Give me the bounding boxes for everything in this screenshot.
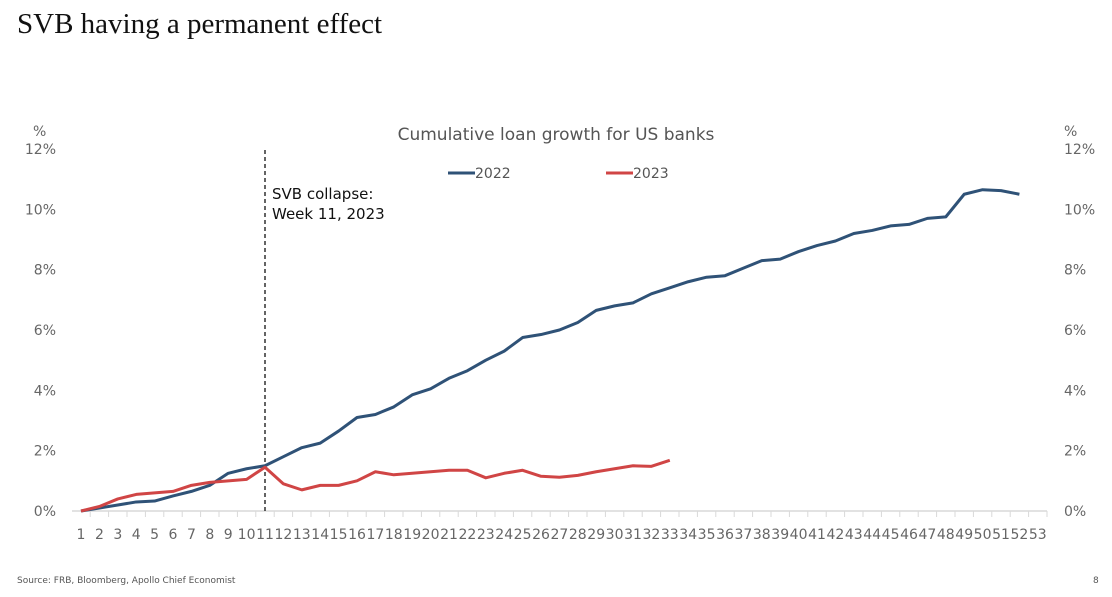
y-tick-right: 8% <box>1064 263 1086 279</box>
y-tick-left: 0% <box>34 504 56 520</box>
x-tick-label: 42 <box>826 527 844 543</box>
y-axis-label-right: % <box>1064 124 1077 140</box>
x-tick-label: 48 <box>937 527 955 543</box>
y-tick-right: 4% <box>1064 383 1086 399</box>
x-tick-label: 22 <box>458 527 476 543</box>
x-tick-label: 38 <box>753 527 771 543</box>
x-tick-label: 3 <box>113 527 122 543</box>
y-tick-left: 12% <box>25 142 56 158</box>
x-tick-label: 37 <box>734 527 752 543</box>
x-tick-label: 41 <box>808 527 826 543</box>
x-tick-label: 10 <box>238 527 256 543</box>
series-line-2022 <box>80 188 1020 513</box>
x-tick-label: 34 <box>679 527 697 543</box>
x-tick-label: 7 <box>187 527 196 543</box>
x-tick-label: 11 <box>256 527 274 543</box>
x-tick-label: 30 <box>606 527 624 543</box>
source-note: Source: FRB, Bloomberg, Apollo Chief Eco… <box>17 576 236 586</box>
x-tick-label: 51 <box>992 527 1010 543</box>
x-tick-label: 8 <box>205 527 214 543</box>
x-tick-label: 26 <box>532 527 550 543</box>
x-tick-label: 36 <box>716 527 734 543</box>
x-tick-label: 33 <box>661 527 679 543</box>
x-tick-label: 24 <box>495 527 513 543</box>
x-tick-label: 52 <box>1010 527 1028 543</box>
x-tick-label: 9 <box>224 527 233 543</box>
y-tick-right: 2% <box>1064 444 1086 460</box>
x-tick-label: 14 <box>311 527 329 543</box>
y-tick-left: 8% <box>34 263 56 279</box>
y-tick-right: 0% <box>1064 504 1086 520</box>
x-tick-label: 18 <box>385 527 403 543</box>
series-line-2023 <box>80 458 671 513</box>
legend-label-2023: 2023 <box>633 166 669 182</box>
x-tick-label: 15 <box>330 527 348 543</box>
annotation-line2: Week 11, 2023 <box>272 205 385 223</box>
x-tick-label: 5 <box>150 527 159 543</box>
x-tick-label: 53 <box>1029 527 1047 543</box>
y-tick-left: 10% <box>25 202 56 218</box>
x-tick-label: 1 <box>77 527 86 543</box>
y-tick-left: 2% <box>34 444 56 460</box>
page-title: SVB having a permanent effect <box>17 8 383 40</box>
x-tick-label: 27 <box>550 527 568 543</box>
x-tick-label: 39 <box>771 527 789 543</box>
x-tick-label: 47 <box>918 527 936 543</box>
x-tick-label: 32 <box>642 527 660 543</box>
x-tick-label: 43 <box>845 527 863 543</box>
x-tick-label: 20 <box>422 527 440 543</box>
y-tick-right: 12% <box>1064 142 1095 158</box>
x-tick-label: 19 <box>403 527 421 543</box>
x-tick-label: 21 <box>440 527 458 543</box>
x-tick-label: 29 <box>587 527 605 543</box>
y-tick-left: 6% <box>34 323 56 339</box>
x-tick-label: 44 <box>863 527 881 543</box>
x-tick-label: 6 <box>169 527 178 543</box>
x-tick-label: 49 <box>955 527 973 543</box>
page-number: 8 <box>1093 576 1099 586</box>
legend-label-2022: 2022 <box>475 166 511 182</box>
x-tick-label: 50 <box>974 527 992 543</box>
x-tick-label: 4 <box>132 527 141 543</box>
y-axis-label-left: % <box>33 124 46 140</box>
x-tick-label: 45 <box>882 527 900 543</box>
x-tick-label: 16 <box>348 527 366 543</box>
x-tick-label: 17 <box>366 527 384 543</box>
x-tick-label: 46 <box>900 527 918 543</box>
x-tick-label: 31 <box>624 527 642 543</box>
y-tick-right: 6% <box>1064 323 1086 339</box>
x-tick-label: 35 <box>698 527 716 543</box>
x-tick-label: 13 <box>293 527 311 543</box>
x-tick-label: 12 <box>274 527 292 543</box>
y-tick-right: 10% <box>1064 202 1095 218</box>
annotation-line1: SVB collapse: <box>272 185 373 203</box>
x-tick-label: 2 <box>95 527 104 543</box>
x-tick-label: 23 <box>477 527 495 543</box>
x-tick-label: 40 <box>790 527 808 543</box>
x-tick-label: 28 <box>569 527 587 543</box>
chart-title: Cumulative loan growth for US banks <box>398 125 715 145</box>
x-tick-label: 25 <box>514 527 532 543</box>
y-tick-left: 4% <box>34 383 56 399</box>
